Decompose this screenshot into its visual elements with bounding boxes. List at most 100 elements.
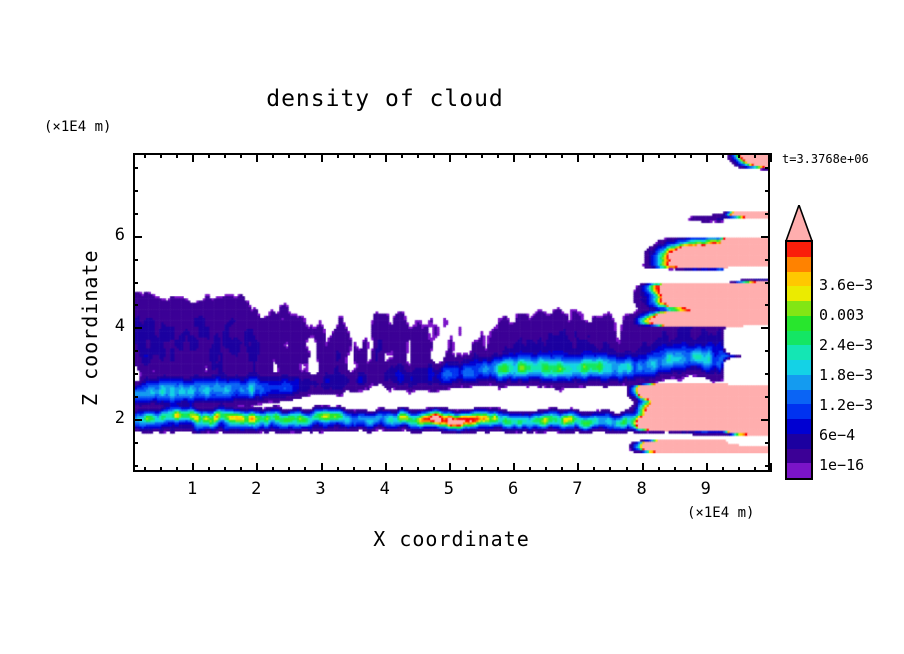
x-axis-unit-label: (×1E4 m) [687,505,755,521]
y-tick [133,281,138,284]
x-tick-top [192,153,195,162]
colorbar-band [787,433,811,449]
x-tick [432,467,435,472]
x-tick-top [159,153,162,158]
x-tick [400,467,403,472]
colorbar-tick-label: 6e−4 [819,426,856,444]
y-tick [133,396,138,399]
y-tick [133,304,138,307]
x-tick [721,467,724,472]
x-tick [641,463,644,472]
x-tick [416,467,419,472]
x-tick [577,463,580,472]
colorbar-tick-label: 1e−16 [819,456,865,474]
colorbar-band [787,404,811,419]
x-tick [593,467,596,472]
x-tick [368,467,371,472]
colorbar-band [787,286,811,301]
colorbar-band [787,271,811,287]
x-tick [737,467,740,472]
x-tick-top [224,153,227,158]
colorbar-band [787,256,811,272]
colorbar-band [787,389,811,405]
x-tick-label: 2 [251,479,262,499]
x-tick-top [641,153,644,162]
x-tick-top [721,153,724,158]
x-tick-top [657,153,660,158]
colorbar-bands [785,240,813,480]
y-tick [133,189,138,192]
x-tick [256,463,259,472]
x-tick-top [432,153,435,158]
x-tick-top [705,153,708,162]
y-tick-right [765,442,770,445]
colorbar-band [787,345,811,360]
x-tick [513,463,516,472]
y-tick-label: 2 [114,408,125,429]
x-tick-top [577,153,580,162]
y-tick-right [765,166,770,169]
x-tick-top [529,153,532,158]
y-tick-right [765,189,770,192]
x-tick [192,463,195,472]
y-tick-right [761,419,770,422]
x-tick-label: 8 [636,479,647,499]
colorbar-band [787,374,811,390]
x-tick-top [143,153,146,158]
x-tick-top [545,153,548,158]
colorbar-band [787,463,811,478]
x-tick-label: 9 [700,479,711,499]
y-tick-right [765,465,770,468]
x-tick-top [448,153,451,162]
colorbar-overflow-cap [784,202,814,242]
x-tick-top [320,153,323,162]
x-tick [272,467,275,472]
y-tick-right [765,396,770,399]
colorbar-cap-triangle [784,202,814,242]
y-tick-right [761,235,770,238]
y-tick-right [761,327,770,330]
x-tick [304,467,307,472]
y-tick-right [765,373,770,376]
y-tick [133,373,138,376]
x-tick-top [176,153,179,158]
x-tick [609,467,612,472]
x-tick [673,467,676,472]
x-tick-top [770,153,772,162]
x-tick-top [400,153,403,158]
x-tick-label: 4 [379,479,390,499]
x-axis-title: X coordinate [373,527,530,551]
x-tick [240,467,243,472]
colorbar-band [787,242,811,257]
y-tick-right [765,304,770,307]
colorbar-band [787,301,811,316]
x-tick-top [256,153,259,162]
x-tick-top [673,153,676,158]
y-tick [133,166,138,169]
x-tick-top [609,153,612,158]
x-tick [705,463,708,472]
y-tick [133,258,138,261]
x-tick-top [513,153,516,162]
x-tick [448,463,451,472]
x-tick [529,467,532,472]
colorbar-band [787,315,811,331]
x-tick-top [304,153,307,158]
x-tick-top [240,153,243,158]
colorbar-tick-label: 3.6e−3 [819,276,874,294]
colorbar-band [787,330,811,346]
y-tick [133,235,142,238]
y-tick [133,442,138,445]
colorbar-band [787,448,811,464]
x-tick [384,463,387,472]
x-tick [464,467,467,472]
contour-field-canvas [135,155,768,470]
x-tick-label: 3 [315,479,326,499]
x-tick [320,463,323,472]
x-tick [336,467,339,472]
x-tick-top [689,153,692,158]
x-tick-top [384,153,387,162]
x-tick-top [481,153,484,158]
colorbar-tick-label: 0.003 [819,306,865,324]
